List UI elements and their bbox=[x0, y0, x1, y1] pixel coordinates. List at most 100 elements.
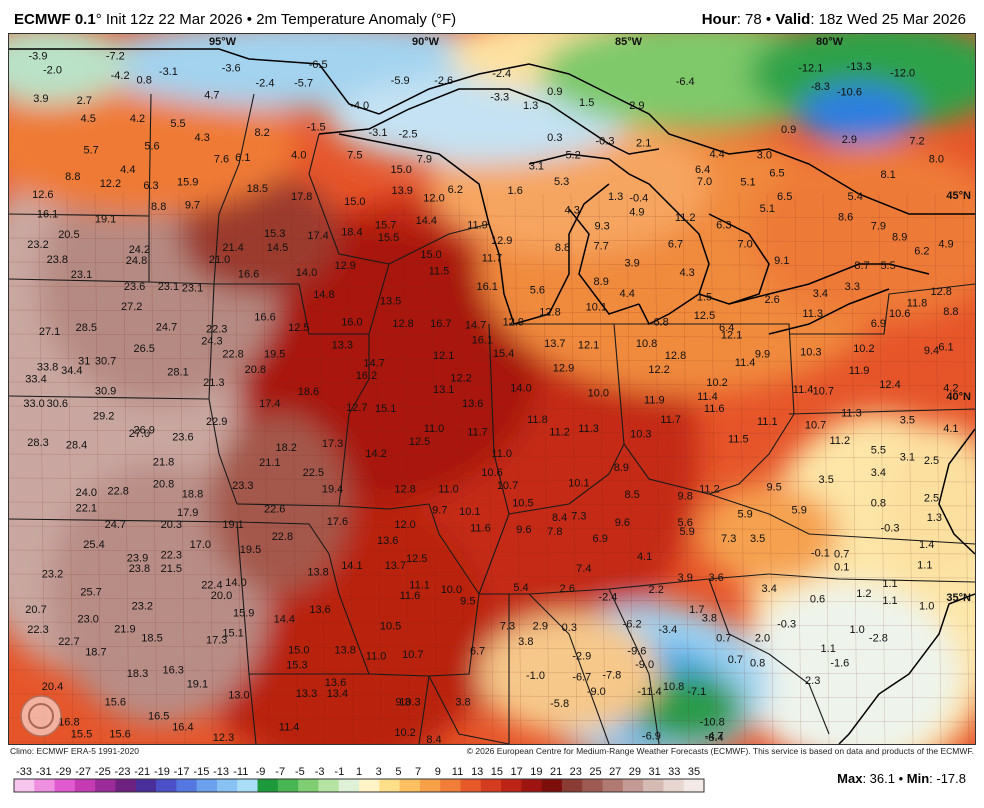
anomaly-value: 10.7 bbox=[813, 385, 834, 397]
anomaly-value: 8.6 bbox=[838, 212, 853, 224]
anomaly-value: 5.3 bbox=[554, 176, 569, 188]
anomaly-value: 12.5 bbox=[406, 553, 427, 565]
anomaly-value: 22.4 bbox=[201, 579, 222, 591]
anomaly-value: 13.8 bbox=[307, 567, 328, 579]
anomaly-value: -10.6 bbox=[837, 87, 862, 99]
colorbar-swatch bbox=[541, 779, 563, 792]
anomaly-value: 24.7 bbox=[156, 322, 177, 334]
anomaly-value: 6.9 bbox=[593, 533, 608, 545]
colorbar-swatch bbox=[196, 779, 218, 792]
colorbar-swatch bbox=[501, 779, 522, 792]
anomaly-value: 23.1 bbox=[182, 283, 203, 295]
anomaly-value: 11.7 bbox=[660, 414, 681, 426]
anomaly-value: 11.4 bbox=[279, 721, 300, 733]
colorbar-tick-label: 17 bbox=[510, 766, 522, 778]
anomaly-value: 5.4 bbox=[513, 582, 528, 594]
anomaly-value: 11.2 bbox=[549, 427, 570, 439]
anomaly-value: 8.8 bbox=[555, 242, 570, 254]
colorbar-tick-label: 23 bbox=[570, 766, 582, 778]
anomaly-value: 1.7 bbox=[689, 604, 704, 616]
longitude-label: 90°W bbox=[412, 36, 440, 48]
anomaly-value: 2.3 bbox=[805, 675, 820, 687]
anomaly-value: 23.2 bbox=[132, 601, 153, 613]
anomaly-value: 12.0 bbox=[423, 192, 444, 204]
anomaly-value: 6.2 bbox=[914, 246, 929, 258]
anomaly-value: 15.5 bbox=[378, 232, 399, 244]
colorbar-swatch bbox=[135, 779, 157, 792]
anomaly-value: 16.2 bbox=[356, 370, 377, 382]
colorbar-swatch bbox=[338, 779, 360, 792]
anomaly-value: -4.7 bbox=[705, 731, 724, 743]
longitude-label: 85°W bbox=[615, 36, 643, 48]
anomaly-value: 17.3 bbox=[322, 438, 343, 450]
anomaly-value: 9.7 bbox=[185, 199, 200, 211]
anomaly-value: 5.9 bbox=[792, 505, 807, 517]
anomaly-value: 23.0 bbox=[77, 613, 98, 625]
colorbar-swatch bbox=[440, 779, 461, 792]
anomaly-value: 15.0 bbox=[288, 645, 309, 657]
colorbar-swatch bbox=[257, 779, 279, 792]
anomaly-value: 1.6 bbox=[508, 185, 523, 197]
anomaly-value: 2.9 bbox=[629, 100, 644, 112]
colorbar-tick-label: -17 bbox=[174, 766, 190, 778]
anomaly-value: 4.5 bbox=[81, 113, 96, 125]
anomaly-value: -2.9 bbox=[572, 650, 591, 662]
anomaly-value: 12.0 bbox=[394, 519, 415, 531]
colorbar-swatch bbox=[176, 779, 198, 792]
temperature-anomaly-map[interactable]: 95°W 90°W 85°W 80°W 45°N 40°N 35°N -3.9 -2.0 -7… bbox=[8, 33, 976, 745]
init-description: ° Init 12z 22 Mar 2026 • 2m Temperature … bbox=[95, 11, 457, 28]
anomaly-value: 9.4 bbox=[924, 345, 939, 357]
anomaly-value: 22.9 bbox=[206, 416, 227, 428]
anomaly-value: -9.0 bbox=[587, 686, 606, 698]
anomaly-value: 13.9 bbox=[391, 185, 412, 197]
anomaly-value: 20.3 bbox=[161, 519, 182, 531]
colorbar-tick-label: 9 bbox=[435, 766, 441, 778]
anomaly-value: 11.9 bbox=[849, 365, 870, 377]
colorbar-tick-label: -5 bbox=[295, 766, 305, 778]
colorbar-swatch bbox=[34, 779, 56, 792]
colorbar-tick-label: 3 bbox=[376, 766, 382, 778]
anomaly-value: 15.9 bbox=[233, 608, 254, 620]
anomaly-value: 23.6 bbox=[124, 281, 145, 293]
anomaly-value: 16.1 bbox=[472, 334, 493, 346]
colorbar-tick-label: 25 bbox=[589, 766, 601, 778]
anomaly-value: 23.1 bbox=[71, 269, 92, 281]
colorbar-swatch bbox=[602, 779, 624, 792]
anomaly-value: -0.1 bbox=[811, 547, 830, 559]
colorbar-tick-label: 11 bbox=[452, 766, 463, 778]
anomaly-value: 5.2 bbox=[565, 150, 580, 162]
colorbar-swatch bbox=[643, 779, 664, 792]
anomaly-value: 1.2 bbox=[856, 588, 871, 600]
anomaly-value: 3.6 bbox=[708, 572, 723, 584]
anomaly-value: 17.9 bbox=[177, 507, 198, 519]
anomaly-value: 10.7 bbox=[805, 420, 826, 432]
anomaly-value: 14.0 bbox=[225, 577, 246, 589]
anomaly-value: 23.2 bbox=[27, 239, 48, 251]
anomaly-value: 3.9 bbox=[33, 93, 48, 105]
anomaly-value: 13.4 bbox=[327, 688, 348, 700]
anomaly-value: 3.4 bbox=[871, 467, 886, 479]
anomaly-value: 2.7 bbox=[77, 95, 92, 107]
anomaly-value: 23.3 bbox=[232, 480, 253, 492]
colorbar-tick-label: 15 bbox=[491, 766, 503, 778]
anomaly-value: 5.9 bbox=[679, 526, 694, 538]
anomaly-value: -7.2 bbox=[106, 50, 125, 62]
anomaly-value: 7.9 bbox=[871, 221, 886, 233]
anomaly-value: 12.2 bbox=[648, 364, 669, 376]
anomaly-value: 6.2 bbox=[448, 184, 463, 196]
anomaly-value: 20.7 bbox=[25, 604, 46, 616]
anomaly-value: 2.1 bbox=[636, 138, 651, 150]
anomaly-value: 13.6 bbox=[377, 535, 398, 547]
anomaly-value: 13.3 bbox=[332, 339, 353, 351]
colorbar-tick-label: -23 bbox=[115, 766, 131, 778]
anomaly-value: 11.1 bbox=[757, 416, 778, 428]
anomaly-value: 8.4 bbox=[426, 734, 441, 744]
anomaly-value: 0.9 bbox=[547, 86, 562, 98]
anomaly-value: 33.4 bbox=[25, 373, 46, 385]
anomaly-value: 9.9 bbox=[755, 349, 770, 361]
anomaly-value: 6.5 bbox=[777, 191, 792, 203]
colorbar-tick-label: 1 bbox=[356, 766, 362, 778]
anomaly-value: 4.1 bbox=[637, 551, 652, 563]
colorbar-tick-label: 5 bbox=[395, 766, 401, 778]
colorbar-swatch bbox=[54, 779, 76, 792]
